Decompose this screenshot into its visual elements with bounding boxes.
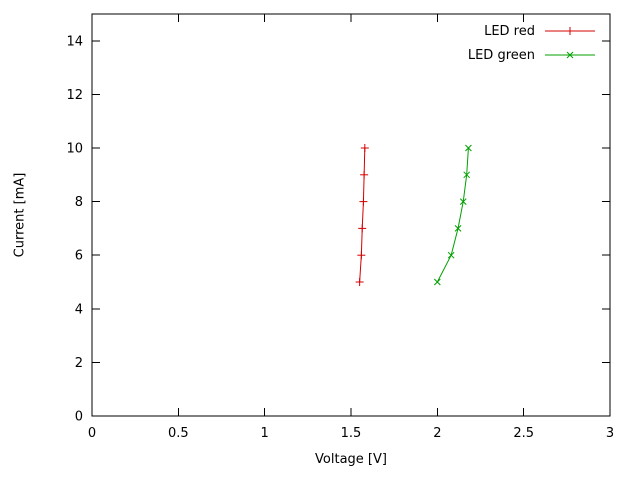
legend-label-led-red: LED red <box>484 23 535 39</box>
x-axis-label: Voltage [V] <box>315 452 387 467</box>
svg-text:14: 14 <box>66 34 83 49</box>
legend-entry-led-red: LED red <box>484 23 596 39</box>
legend-entry-led-green: LED green <box>467 47 596 63</box>
svg-text:6: 6 <box>75 249 83 264</box>
y-axis-label: Current [mA] <box>12 172 28 258</box>
svg-text:3: 3 <box>606 426 614 441</box>
svg-text:10: 10 <box>66 142 83 157</box>
legend-label-led-green: LED green <box>467 47 535 63</box>
svg-text:4: 4 <box>75 302 83 317</box>
legend-sample-led-green <box>545 51 595 59</box>
svg-text:2.5: 2.5 <box>513 426 534 441</box>
svg-text:0: 0 <box>75 410 83 425</box>
svg-text:2: 2 <box>75 356 83 371</box>
legend-sample-led-red <box>545 27 595 35</box>
svg-text:0.5: 0.5 <box>168 426 189 441</box>
svg-text:2: 2 <box>433 426 441 441</box>
svg-text:8: 8 <box>75 195 83 210</box>
svg-text:1.5: 1.5 <box>341 426 362 441</box>
svg-text:12: 12 <box>66 88 83 103</box>
svg-text:1: 1 <box>261 426 269 441</box>
svg-text:0: 0 <box>88 426 96 441</box>
